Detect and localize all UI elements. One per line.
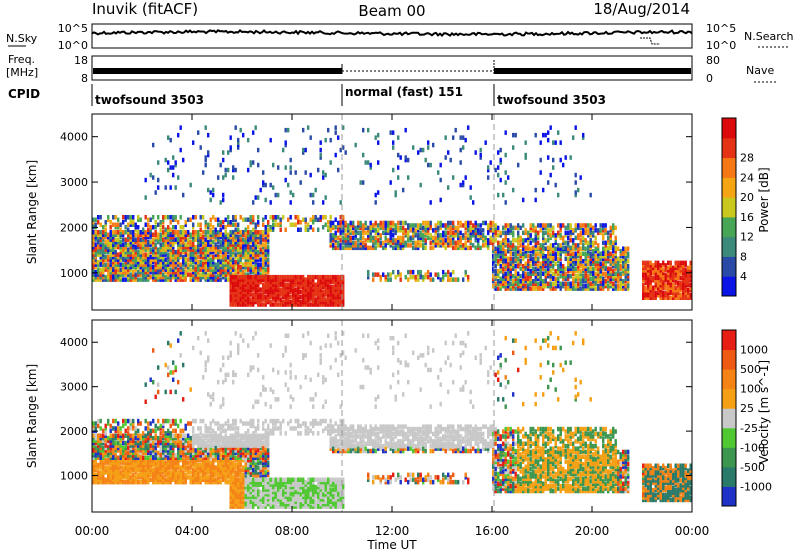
colorbar-swatch xyxy=(722,388,736,409)
ytick-label: 4000 xyxy=(60,131,88,144)
colorbar-swatch xyxy=(722,157,736,178)
freq-left-tick-bottom: 8 xyxy=(81,72,88,85)
colorbar-swatch xyxy=(722,118,736,139)
colorbar-swatch xyxy=(722,177,736,198)
colorbar-swatch xyxy=(722,256,736,277)
ytick-label: 1000 xyxy=(60,267,88,280)
colorbar-swatch xyxy=(722,408,736,429)
ytick-label: 1000 xyxy=(60,470,88,483)
noise-right-tick-bottom: 10^0 xyxy=(706,39,736,52)
freq-left-label: Freq. xyxy=(8,53,35,66)
freq-right-label: Nave xyxy=(746,64,774,77)
xtick-label: 00:00 xyxy=(675,524,710,538)
xtick-label: 12:00 xyxy=(375,524,410,538)
power-colorbar-tick: 20 xyxy=(740,191,754,204)
freq-left-unit: [MHz] xyxy=(6,66,38,79)
ytick-label: 3000 xyxy=(60,381,88,394)
colorbar-swatch xyxy=(722,466,736,487)
velocity-colorbar: 1000 500 100 25 -25 -100 -500 -1000 xyxy=(721,329,772,507)
time-axis: 00:00 04:00 08:00 12:00 16:00 20:00 00:00 xyxy=(75,524,710,538)
power-colorbar: 4 8 12 16 20 24 28 xyxy=(721,117,754,297)
freq-band-2 xyxy=(494,68,691,74)
ytick-label: 2000 xyxy=(60,425,88,438)
velocity-colorbar-tick: -100 xyxy=(740,441,765,454)
date-title: 18/Aug/2014 xyxy=(593,0,690,18)
noise-right-tick-top: 10^5 xyxy=(706,22,736,35)
power-colorbar-tick: 28 xyxy=(740,152,754,165)
freq-right-tick-bottom: 0 xyxy=(706,72,713,85)
velocity-panel: 1000 2000 3000 4000 Slant Range [km] 1000 50… xyxy=(25,319,772,513)
colorbar-swatch xyxy=(722,276,736,297)
colorbar-swatch xyxy=(722,197,736,218)
colorbar-swatch xyxy=(722,330,736,351)
cpid-row: CPID twofsound 3503 normal (fast) 151 tw… xyxy=(8,84,606,107)
velocity-colorbar-tick: -25 xyxy=(740,422,758,435)
ytick-label: 4000 xyxy=(60,336,88,349)
station-title: Inuvik (fitACF) xyxy=(92,0,198,18)
velocity-colorbar-tick: 500 xyxy=(740,363,761,376)
freq-band xyxy=(93,68,342,74)
noise-search-trace xyxy=(640,37,660,45)
power-colorbar-label: Power [dB] xyxy=(757,167,771,232)
power-colorbar-tick: 4 xyxy=(740,270,747,283)
power-colorbar-tick: 12 xyxy=(740,231,754,244)
xtick-label: 08:00 xyxy=(275,524,310,538)
xtick-label: 16:00 xyxy=(475,524,510,538)
power-colorbar-tick: 24 xyxy=(740,171,754,184)
time-axis-label: Time UT xyxy=(366,538,417,552)
velocity-colorbar-tick: 100 xyxy=(740,383,761,396)
frequency-panel: Freq. [MHz] 18 8 80 0 Nave xyxy=(6,53,776,85)
power-colorbar-tick: 8 xyxy=(740,250,747,263)
velocity-colorbar-tick: 1000 xyxy=(740,344,768,357)
xtick-label: 00:00 xyxy=(75,524,110,538)
cpid-segment-3: twofsound 3503 xyxy=(497,93,606,107)
velocity-data-cells xyxy=(92,331,692,509)
noise-panel: N.Sky 10^5 10^0 10^5 10^0 N.Search xyxy=(6,22,794,52)
freq-left-tick-top: 18 xyxy=(74,54,88,67)
power-ylabel: Slant Range [km] xyxy=(25,160,39,264)
colorbar-swatch xyxy=(722,447,736,468)
power-panel: 1000 2000 3000 4000 Slant Range [km] 4 8 12 16… xyxy=(25,113,771,311)
noise-sky-trace xyxy=(91,29,693,38)
power-data-cells xyxy=(92,125,692,307)
colorbar-swatch xyxy=(722,236,736,257)
velocity-ylabel: Slant Range [km] xyxy=(25,364,39,468)
velocity-colorbar-tick: -1000 xyxy=(740,480,772,493)
cpid-segment-2: normal (fast) 151 xyxy=(345,85,463,99)
cpid-label: CPID xyxy=(8,87,40,101)
colorbar-swatch xyxy=(722,349,736,370)
ytick-label: 3000 xyxy=(60,176,88,189)
velocity-colorbar-label: Velocity [m s^-1] xyxy=(757,360,771,464)
freq-right-tick-top: 80 xyxy=(706,54,720,67)
velocity-colorbar-tick: 25 xyxy=(740,402,754,415)
colorbar-swatch xyxy=(722,369,736,390)
xtick-label: 04:00 xyxy=(175,524,210,538)
cpid-segment-1: twofsound 3503 xyxy=(95,93,204,107)
colorbar-swatch xyxy=(722,427,736,448)
velocity-colorbar-tick: -500 xyxy=(740,461,765,474)
colorbar-swatch xyxy=(722,216,736,238)
beam-title: Beam 00 xyxy=(358,2,425,20)
noise-right-label: N.Search xyxy=(744,30,794,43)
noise-left-tick-bottom: 10^0 xyxy=(58,39,88,52)
colorbar-swatch xyxy=(722,137,736,159)
noise-left-label: N.Sky xyxy=(6,32,38,45)
noise-left-tick-top: 10^5 xyxy=(58,22,88,35)
ytick-label: 2000 xyxy=(60,221,88,234)
xtick-label: 20:00 xyxy=(575,524,610,538)
power-colorbar-tick: 16 xyxy=(740,211,754,224)
colorbar-swatch xyxy=(722,486,736,507)
